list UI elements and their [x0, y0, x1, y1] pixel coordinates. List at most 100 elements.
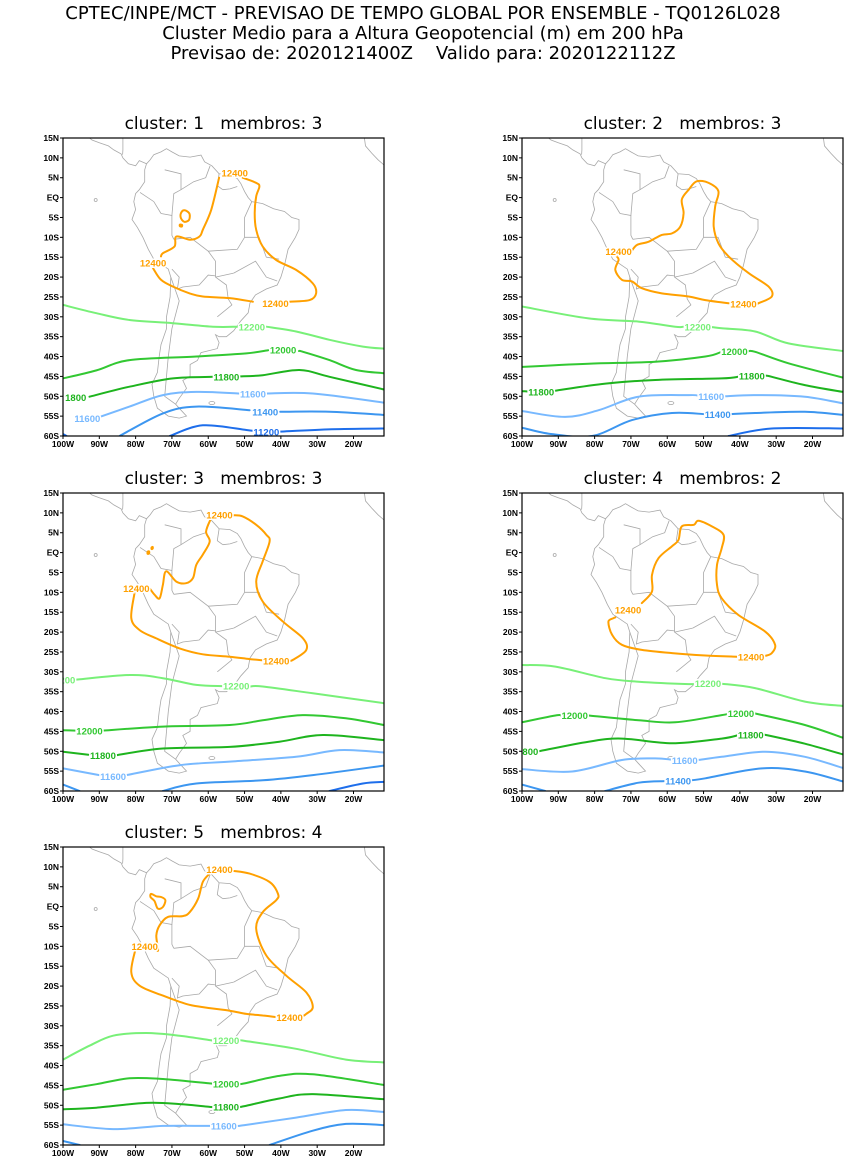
country-border: [667, 201, 712, 252]
lat-tick-label: 30S: [44, 312, 59, 322]
country-border: [675, 173, 683, 191]
contour-label: 11800: [738, 730, 764, 741]
lon-tick-label: 80W: [586, 794, 604, 804]
lon-tick-label: 60W: [200, 794, 218, 804]
country-border: [703, 591, 739, 615]
country-border: [598, 547, 621, 569]
contour-line-11200: [279, 427, 384, 433]
country-border: [139, 192, 162, 214]
lon-tick-label: 30W: [308, 794, 326, 804]
map-background: [63, 138, 384, 436]
lat-tick-label: 5N: [507, 173, 518, 183]
lon-tick-label: 70W: [163, 439, 181, 449]
country-border: [630, 520, 670, 571]
map-area: 12400 12400 12400 12200 12000 11800 1800 11600 1…: [63, 138, 384, 436]
country-border: [171, 874, 211, 925]
country-border: [630, 268, 675, 290]
lat-tick-label: 50S: [503, 746, 518, 756]
lat-tick-label: 10S: [503, 587, 518, 597]
country-border: [164, 878, 182, 899]
contour-line-11800: [763, 733, 843, 756]
country-border: [208, 556, 253, 607]
contour-line-12000: [747, 349, 843, 379]
contour-line-12200: [720, 682, 843, 707]
lat-tick-label: 55S: [503, 411, 518, 421]
map-background: [522, 493, 843, 791]
lat-tick-label: 25S: [44, 1001, 59, 1011]
contour-line-11800: [764, 374, 843, 393]
lon-tick-label: 80W: [586, 439, 604, 449]
lat-tick-label: 40S: [44, 707, 59, 717]
contour-line-12400: [241, 176, 318, 303]
contour-label: 12400: [605, 247, 631, 258]
central-america-coastline: [88, 847, 147, 876]
lat-tick-label: 50S: [503, 391, 518, 401]
lat-tick-label: 20S: [503, 627, 518, 637]
contour-line-12000: [238, 1072, 384, 1086]
lat-tick-label: 50S: [44, 1100, 59, 1110]
contour-label: 12200: [223, 682, 249, 693]
lat-tick-label: 40S: [44, 1061, 59, 1071]
central-america-coastline: [88, 138, 147, 167]
galapagos-islands: [93, 553, 98, 557]
south-america-coastline: [131, 148, 300, 419]
lon-tick-label: 100W: [511, 439, 534, 449]
contour-line-11600: [522, 394, 699, 418]
lon-tick-label: 100W: [52, 1148, 75, 1157]
contour-line-11600: [697, 750, 843, 769]
lat-tick-label: 35S: [503, 332, 518, 342]
country-border: [160, 568, 175, 595]
lat-tick-label: 55S: [44, 766, 59, 776]
lon-tick-label: 50W: [695, 439, 713, 449]
lat-tick-label: 15N: [43, 488, 59, 498]
lon-tick-label: 40W: [272, 439, 290, 449]
lon-tick-label: 20W: [804, 439, 822, 449]
contour-label: 11800: [213, 373, 239, 384]
country-border: [244, 945, 280, 969]
contour-label: 12400: [222, 168, 248, 179]
lat-tick-label: 50S: [44, 391, 59, 401]
lon-tick-label: 40W: [731, 794, 749, 804]
lat-tick-label: EQ: [47, 548, 60, 558]
contour-line-11800: [554, 375, 740, 392]
lat-tick-label: 30S: [44, 1021, 59, 1031]
contour-line-11600: [265, 391, 384, 404]
falkland-islands: [208, 401, 216, 405]
cluster-panel-5: cluster: 5 membros: 4 12400 12400 12400 1220…: [43, 823, 385, 1157]
contour-label: 11600: [100, 772, 126, 783]
contour-line-12200: [522, 664, 696, 686]
contour-line-12200: [237, 1039, 384, 1064]
lat-tick-label: 60S: [44, 786, 59, 796]
country-border: [233, 615, 278, 637]
country-border: [222, 541, 238, 546]
lat-tick-label: 5S: [508, 212, 519, 222]
country-border: [208, 201, 253, 252]
map-frame: [62, 137, 385, 437]
contour-line-12400: [231, 514, 309, 662]
country-border: [667, 556, 712, 607]
map-frame: [521, 492, 844, 792]
lat-tick-label: 35S: [503, 687, 518, 697]
contour-label: 11600: [211, 1121, 237, 1132]
contour-label: 11800: [739, 372, 765, 383]
contour-line-11600: [522, 757, 673, 773]
map-frame: [62, 846, 385, 1146]
contour-line-11800: [88, 375, 214, 398]
contour-label: 12200: [685, 323, 711, 334]
contour-label: 12000: [270, 346, 296, 357]
contour-label: 12400: [123, 584, 149, 595]
lon-tick-label: 80W: [127, 1148, 145, 1157]
contour-line-12400: [146, 550, 151, 555]
contour-line-11400: [690, 767, 843, 783]
lat-tick-label: 15S: [44, 252, 59, 262]
galapagos-islands: [93, 198, 98, 202]
lon-tick-label: 70W: [163, 794, 181, 804]
lat-tick-label: 5S: [508, 567, 519, 577]
lat-tick-label: 45S: [503, 726, 518, 736]
panel-title: cluster: 2 membros: 3: [584, 114, 782, 134]
lat-tick-label: 35S: [44, 1041, 59, 1051]
contour-line-11400: [730, 410, 843, 416]
lon-tick-label: 100W: [52, 439, 75, 449]
contour-label: 11600: [698, 392, 724, 403]
